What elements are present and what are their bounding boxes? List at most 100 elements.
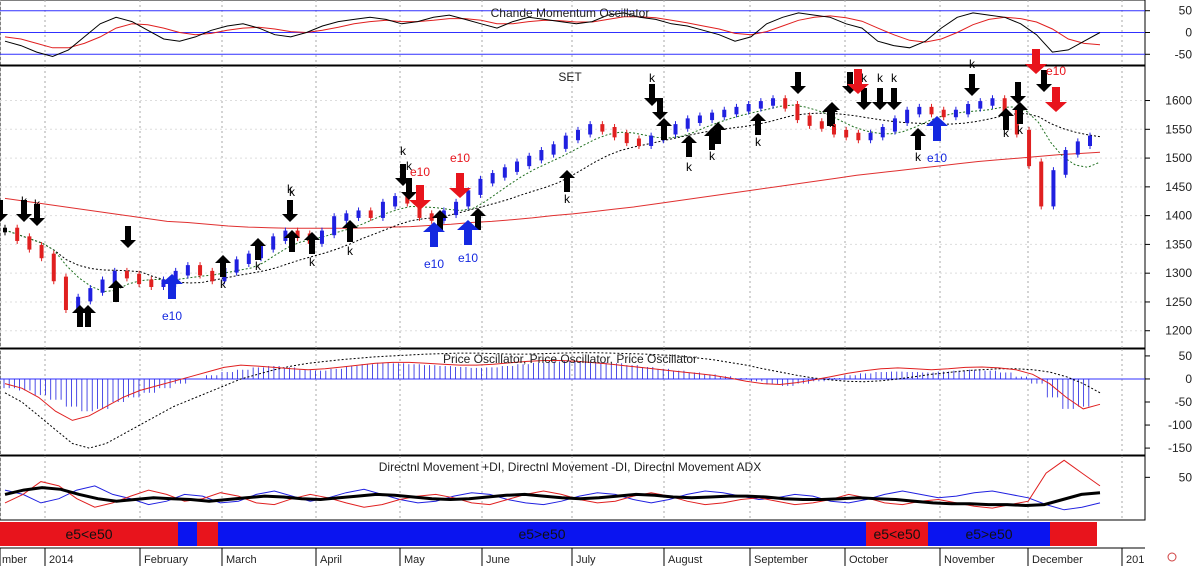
candle-body [429, 213, 434, 221]
candle-body [1063, 150, 1068, 175]
candle-body [697, 115, 702, 123]
candle-body [405, 196, 410, 204]
trend-segment-label: e5<e50 [65, 526, 112, 542]
up-arrow-k [470, 208, 486, 230]
candle-body [344, 213, 349, 221]
trend-segment-label: e5>e50 [518, 526, 565, 542]
down-arrow-k [886, 88, 902, 110]
up-arrow-k [108, 280, 124, 302]
trend-segment [178, 522, 197, 546]
month-label: 201 [1126, 554, 1144, 566]
down-arrow-k-label: k [969, 57, 976, 71]
down-arrow-k-label: k [400, 144, 407, 158]
down-arrow-k [282, 200, 298, 222]
set-y-tick-label: 1400 [1165, 209, 1192, 223]
candle-body [746, 103, 751, 112]
candle-body [1075, 141, 1080, 155]
cmo-y-tick-label: 0 [1185, 26, 1192, 40]
trend-segment [218, 522, 866, 546]
candle-body [978, 101, 983, 109]
up-arrow-k-label: k [220, 277, 227, 291]
candle-body [380, 201, 385, 218]
down-arrow-k-label: k [287, 182, 294, 196]
candle-body [1014, 109, 1019, 135]
trend-segment [0, 522, 178, 546]
directional-movement-panel: Directnl Movement +DI, Directnl Movement… [0, 455, 1193, 521]
candle-body [515, 161, 520, 172]
month-label: March [226, 554, 257, 566]
up-arrow-k [342, 220, 358, 242]
trend-segment-label: e5<e50 [873, 526, 920, 542]
month-label: February [144, 554, 189, 566]
up-arrow-k [284, 230, 300, 252]
candle-body [953, 109, 958, 118]
k-label: k [289, 185, 296, 199]
candle-body [844, 129, 849, 138]
month-axis: mber 2014 February March April May June July Aug… [0, 547, 1177, 566]
candle-body [831, 124, 836, 135]
candle-body [795, 103, 800, 121]
po-fast-line [4, 360, 1101, 421]
po-frame [0, 348, 1146, 456]
candle-body [466, 190, 471, 207]
down-arrow-k-label: k [406, 159, 413, 173]
month-label: May [404, 554, 425, 566]
dm-y-tick-label: 50 [1179, 470, 1193, 484]
down-arrow-e10 [1045, 87, 1067, 112]
month-label: June [486, 554, 510, 566]
up-arrow-k [998, 108, 1014, 130]
up-arrow-k-label: k [829, 116, 836, 130]
down-arrow-k-label: k [861, 71, 868, 85]
month-label: 2014 [49, 554, 73, 566]
candle-body [539, 150, 544, 161]
candle-body [271, 236, 276, 250]
down-arrow-k-label: k [891, 71, 898, 85]
down-arrow-e10 [449, 173, 471, 198]
candle-body [1002, 98, 1007, 115]
set-title: SET [558, 70, 582, 84]
up-arrow-k-label: k [709, 149, 716, 163]
candle-body [685, 118, 690, 129]
up-arrow-e10 [457, 220, 479, 245]
up-arrow-k [559, 170, 575, 192]
month-label: December [1032, 554, 1083, 566]
candle-body [758, 101, 763, 109]
candle-body [624, 132, 629, 144]
up-arrow-k [250, 238, 266, 260]
candle-body [319, 230, 324, 244]
down-arrow-k [16, 200, 32, 222]
candle-body [100, 279, 105, 293]
down-arrow-k [401, 178, 417, 200]
set-y-tick-label: 1300 [1165, 266, 1192, 280]
candle-body [234, 259, 239, 273]
candle-body [892, 118, 897, 132]
candle-body [259, 244, 264, 259]
candle-body [478, 178, 483, 195]
up-arrow-k-label: k [85, 311, 92, 325]
up-arrow-e10-label: e10 [458, 251, 478, 265]
month-label: September [754, 554, 808, 566]
up-arrow-e10 [423, 222, 445, 247]
down-arrow-k-label: k [34, 197, 41, 211]
candle-body [1039, 161, 1044, 207]
down-arrow-k [856, 88, 872, 110]
candle-body [124, 270, 129, 279]
up-arrow-k-label: k [255, 259, 262, 273]
up-arrow-k [215, 255, 231, 277]
candle-body [563, 135, 568, 149]
set-price-panel: SET 1600 1550 1500 1450 1400 1350 1300 1250 1200 k… [0, 49, 1192, 349]
po-y-tick-label: -50 [1175, 395, 1193, 409]
up-arrow-e10-label: e10 [424, 257, 444, 271]
candle-body [490, 173, 495, 184]
candle-body [198, 265, 203, 276]
candle-body [454, 201, 459, 216]
up-arrow-k [1012, 102, 1028, 124]
month-label: November [944, 554, 995, 566]
cmo-y-tick-label: 50 [1179, 4, 1193, 18]
up-arrow-e10 [161, 274, 183, 299]
down-arrow-e10-label: e10 [1046, 64, 1066, 78]
candle-body [27, 236, 32, 250]
candle-body [185, 265, 190, 276]
trend-segment [928, 522, 1050, 546]
